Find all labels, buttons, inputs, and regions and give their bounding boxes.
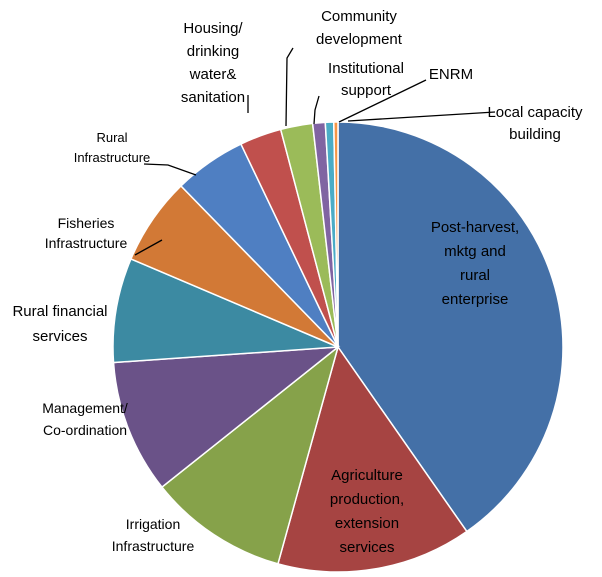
slice-label-line: Institutional (328, 60, 404, 77)
slice-label-line: mktg and (444, 243, 506, 260)
slice-label-irrigation-infrastructure: Irrigation Infrastructure (112, 516, 195, 554)
slice-label-line: Management/ (42, 400, 128, 416)
slice-label-line: Irrigation (126, 516, 180, 532)
slice-label-institutional-support: Institutional support (328, 60, 404, 99)
slice-label-line: enterprise (442, 291, 509, 308)
pie-slice-rural-financial-services (112, 257, 339, 364)
slice-label-line: production, (330, 491, 404, 508)
slice-label-line: support (341, 82, 392, 99)
slice-label-line: drinking (187, 43, 240, 60)
slice-label-line: water& (189, 66, 237, 83)
slice-label-post-harvest-mktg-and-rural-enterprise: Post-harvest, mktg and rural enterprise (431, 219, 519, 308)
leader-line-fisheries-infrastructure (134, 239, 163, 256)
slice-label-line: Infrastructure (45, 235, 128, 251)
slice-label-rural-financial-services: Rural financial services (12, 303, 107, 345)
slice-label-line: services (339, 539, 394, 556)
slice-label-line: Fisheries (58, 215, 115, 231)
slice-label-line: sanitation (181, 89, 245, 106)
slice-label-line: Rural (96, 130, 127, 145)
slice-label-line: Agriculture (331, 467, 403, 484)
leader-line-community-development (285, 47, 294, 127)
slice-label-rural-infrastructure: Rural Infrastructure (74, 130, 151, 165)
slice-label-line: ENRM (429, 66, 473, 83)
slice-label-line: rural (460, 267, 490, 284)
slice-label-enrm: ENRM (429, 66, 473, 83)
pie-slice-irrigation-infrastructure (160, 344, 340, 565)
leader-line-institutional-support (313, 95, 320, 125)
slice-label-line: Local capacity (487, 104, 583, 121)
slice-label-line: development (316, 31, 403, 48)
leader-line-rural-infrastructure (143, 163, 197, 176)
slice-label-line: building (509, 126, 561, 143)
pie-slice-local-capacity-building (332, 121, 339, 348)
slice-label-management-co-ordination: Management/Co-ordination (42, 400, 128, 438)
slice-label-line: extension (335, 515, 399, 532)
slice-label-line: Community (321, 8, 397, 25)
slice-label-housing-drinking-water-sanitation: Housing/drinking water& sanitation (181, 20, 245, 106)
slice-label-line: Co-ordination (43, 422, 127, 438)
pie-slice-agriculture-production-extension-services (277, 345, 468, 573)
pie-slice-post-harvest-mktg-and-rural-enterprise (337, 121, 564, 533)
slice-label-line: Infrastructure (74, 150, 151, 165)
slice-label-line: services (32, 328, 87, 345)
slice-label-line: Infrastructure (112, 538, 195, 554)
leader-line-enrm (338, 79, 427, 123)
slice-label-agriculture-production-extension-services: Agriculture production, extension services (330, 467, 404, 556)
slice-label-community-development: Community development (316, 8, 403, 48)
slice-label-fisheries-infrastructure: Fisheries Infrastructure (45, 215, 128, 251)
slice-label-line: Rural financial (12, 303, 107, 320)
leader-line-local-capacity-building (347, 111, 496, 122)
slice-label-line: Housing/ (183, 20, 243, 37)
slice-label-line: Post-harvest, (431, 219, 519, 236)
pie-slice-management-co-ordination (112, 346, 341, 489)
slice-label-local-capacity-building: Local capacity building (487, 104, 583, 143)
